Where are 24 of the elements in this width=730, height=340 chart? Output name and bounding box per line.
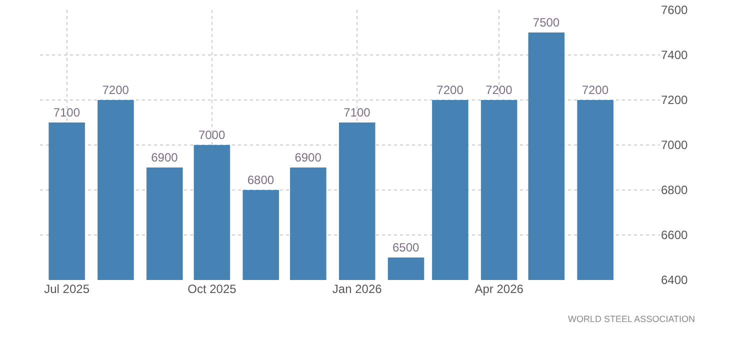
data-label: 7000 bbox=[198, 128, 226, 142]
x-tick-label: Jan 2026 bbox=[332, 282, 382, 296]
x-tick-label: Oct 2025 bbox=[188, 282, 237, 296]
y-tick-label: 7200 bbox=[661, 93, 688, 108]
data-label: 7200 bbox=[102, 83, 130, 97]
x-tick-label: Jul 2025 bbox=[44, 282, 90, 296]
y-tick-label: 7000 bbox=[661, 138, 688, 152]
y-tick-label: 7400 bbox=[661, 48, 688, 62]
data-label: 6800 bbox=[247, 173, 274, 187]
data-label: 7200 bbox=[436, 83, 464, 97]
data-label: 6900 bbox=[294, 150, 322, 164]
data-label: 7200 bbox=[486, 83, 513, 97]
data-label: 7200 bbox=[582, 83, 609, 97]
y-tick-label: 6800 bbox=[661, 183, 688, 198]
data-label: 6500 bbox=[392, 240, 420, 254]
x-tick-label: Apr 2026 bbox=[474, 282, 524, 296]
data-label: 6900 bbox=[151, 150, 178, 164]
y-tick-label: 6400 bbox=[661, 273, 688, 288]
y-tick-label: 7600 bbox=[661, 3, 688, 18]
data-label: 7100 bbox=[344, 106, 371, 120]
data-label: 7100 bbox=[53, 106, 80, 120]
y-tick-label: 6600 bbox=[661, 228, 688, 242]
data-label: 7500 bbox=[532, 16, 560, 30]
text: WORLD STEEL ASSOCIATION bbox=[568, 314, 696, 324]
